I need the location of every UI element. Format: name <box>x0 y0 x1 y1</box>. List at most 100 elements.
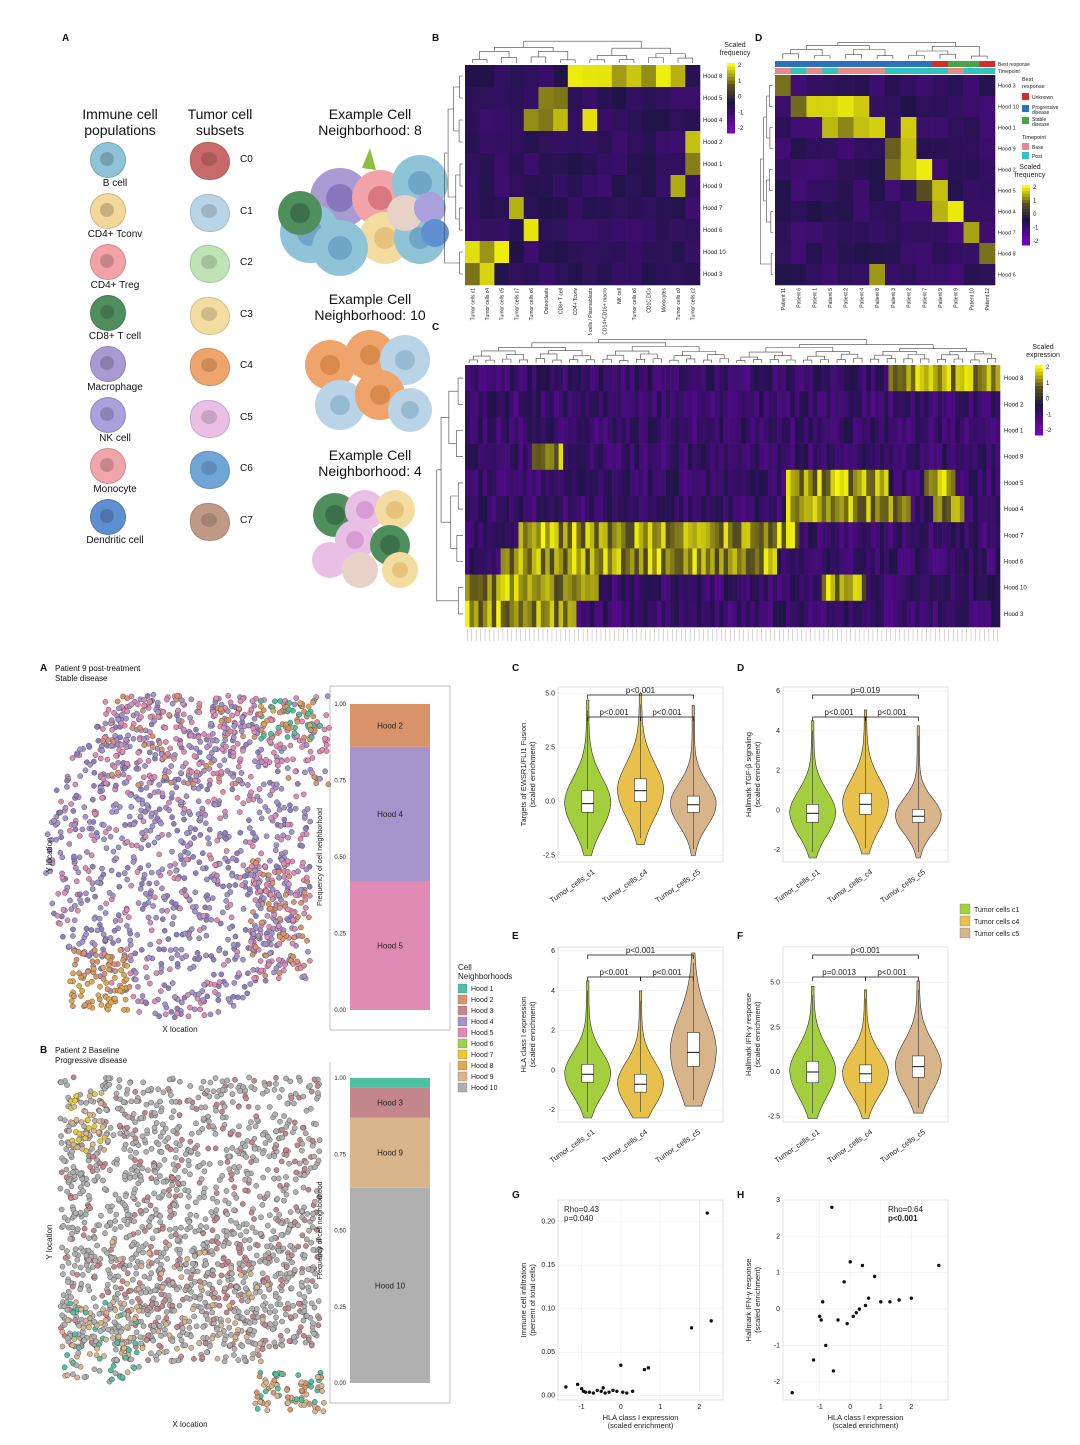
spatial-cell <box>124 963 130 969</box>
spatial-cell <box>130 854 137 860</box>
colorbar-step <box>727 126 735 130</box>
heatmap-cell <box>808 365 814 392</box>
spatial-cell <box>141 1273 148 1280</box>
heatmap-cell <box>643 548 649 575</box>
heatmap-cell <box>821 417 827 444</box>
heatmap-cell <box>852 600 858 628</box>
spatial-cell <box>137 1158 144 1165</box>
heatmap-cell <box>979 201 996 223</box>
spatial-cell <box>60 1223 67 1229</box>
spatial-cell <box>72 1251 78 1257</box>
heatmap-cell <box>687 469 693 497</box>
heatmap-cell <box>531 417 537 444</box>
spatial-cell <box>148 1175 155 1181</box>
heatmap-cell <box>837 243 854 265</box>
heatmap-cell <box>750 365 756 392</box>
heatmap-cell <box>826 365 831 392</box>
spatial-cell <box>268 1303 274 1310</box>
spatial-cell <box>304 806 311 812</box>
heatmap-cell <box>754 496 760 523</box>
heatmap-cell <box>696 417 702 444</box>
heatmap-cell <box>465 365 470 392</box>
spatial-cell <box>146 1222 153 1229</box>
heatmap-cell <box>817 600 822 628</box>
colorbar-step <box>1035 417 1043 422</box>
spatial-cell <box>305 1186 312 1193</box>
colorbar-step <box>1022 230 1030 234</box>
heatmap-cell <box>597 65 613 88</box>
colorbar-tick: 2 <box>1033 185 1037 191</box>
heatmap-cell <box>540 443 546 471</box>
spatial-cell <box>75 869 82 876</box>
heatmap-cell <box>750 417 756 444</box>
heatmap-cell <box>705 417 711 444</box>
heatmap-row-label: Hood 9 <box>703 184 723 190</box>
dendrogram-branch <box>560 59 576 63</box>
spatial-cell <box>185 1203 191 1210</box>
dendrogram-branch <box>655 53 686 59</box>
heatmap-cell <box>781 600 787 628</box>
heatmap-cell <box>991 365 996 392</box>
heatmap-cell <box>799 391 805 418</box>
dendrogram-branch <box>602 358 612 363</box>
legend-title: response <box>1022 84 1045 90</box>
dendrogram-branch <box>585 359 595 363</box>
heatmap-cell <box>777 443 782 471</box>
heatmap-cell <box>732 391 738 418</box>
heatmap-cell <box>531 600 537 628</box>
spatial-cell <box>135 1247 142 1253</box>
heatmap-cell <box>781 574 787 602</box>
spatial-cell <box>142 999 149 1006</box>
spatial-cell <box>249 1224 256 1231</box>
heatmap-cell <box>576 365 582 392</box>
spatial-cell <box>104 1223 110 1229</box>
heatmap-cell <box>465 65 480 88</box>
spatial-cell <box>53 836 59 843</box>
spatial-cell <box>200 913 207 919</box>
annotation-best-response <box>916 61 933 67</box>
heatmap-cell <box>478 522 484 549</box>
heatmap-cell <box>946 443 952 471</box>
spatial-cell <box>212 1131 219 1137</box>
tumor-cell-label: C2 <box>240 257 253 268</box>
immune-cell-item: NK cell <box>60 395 170 445</box>
heatmap-cell <box>947 96 964 118</box>
dendrogram-branch <box>673 355 692 361</box>
heatmap-cell <box>494 109 510 132</box>
spatial-cell <box>279 1318 285 1325</box>
spatial-cell <box>158 1149 165 1155</box>
spatial-cell <box>283 1191 290 1198</box>
dendrogram-branch <box>448 390 459 444</box>
heatmap-cell <box>869 138 886 160</box>
dendrogram-branch <box>450 495 459 549</box>
heatmap-cell <box>670 87 686 110</box>
heatmap-cell <box>531 443 537 471</box>
dendrogram-branch <box>782 53 799 59</box>
tumor-cell-item: C6 <box>188 449 268 499</box>
heatmap-cell <box>763 443 769 471</box>
spatial-cell <box>232 1077 238 1083</box>
spatial-cell <box>51 817 57 824</box>
spatial-cell <box>222 830 228 836</box>
heatmap-cell <box>641 65 657 88</box>
spatial-cell <box>240 1084 246 1090</box>
heatmap-cell <box>866 365 872 392</box>
heatmap-cell <box>732 548 738 575</box>
spatial-cell <box>282 962 288 968</box>
spatial-cell <box>230 1003 237 1009</box>
heatmap-cell <box>900 138 917 160</box>
spatial-cell <box>205 798 211 805</box>
heatmap-cell <box>580 600 586 628</box>
spatial-cell <box>281 1197 287 1204</box>
heatmap-cell <box>835 600 840 628</box>
heatmap-cell <box>768 391 773 418</box>
spatial-cell <box>143 1289 149 1296</box>
spatial-cell <box>248 1119 254 1125</box>
spatial-cell <box>269 880 276 886</box>
spatial-cell <box>175 717 182 723</box>
spatial-cell <box>77 773 83 779</box>
spatial-cell <box>263 833 270 839</box>
spatial-cell <box>173 784 180 791</box>
heatmap-cell <box>652 469 658 497</box>
heatmap-cell <box>553 263 569 286</box>
